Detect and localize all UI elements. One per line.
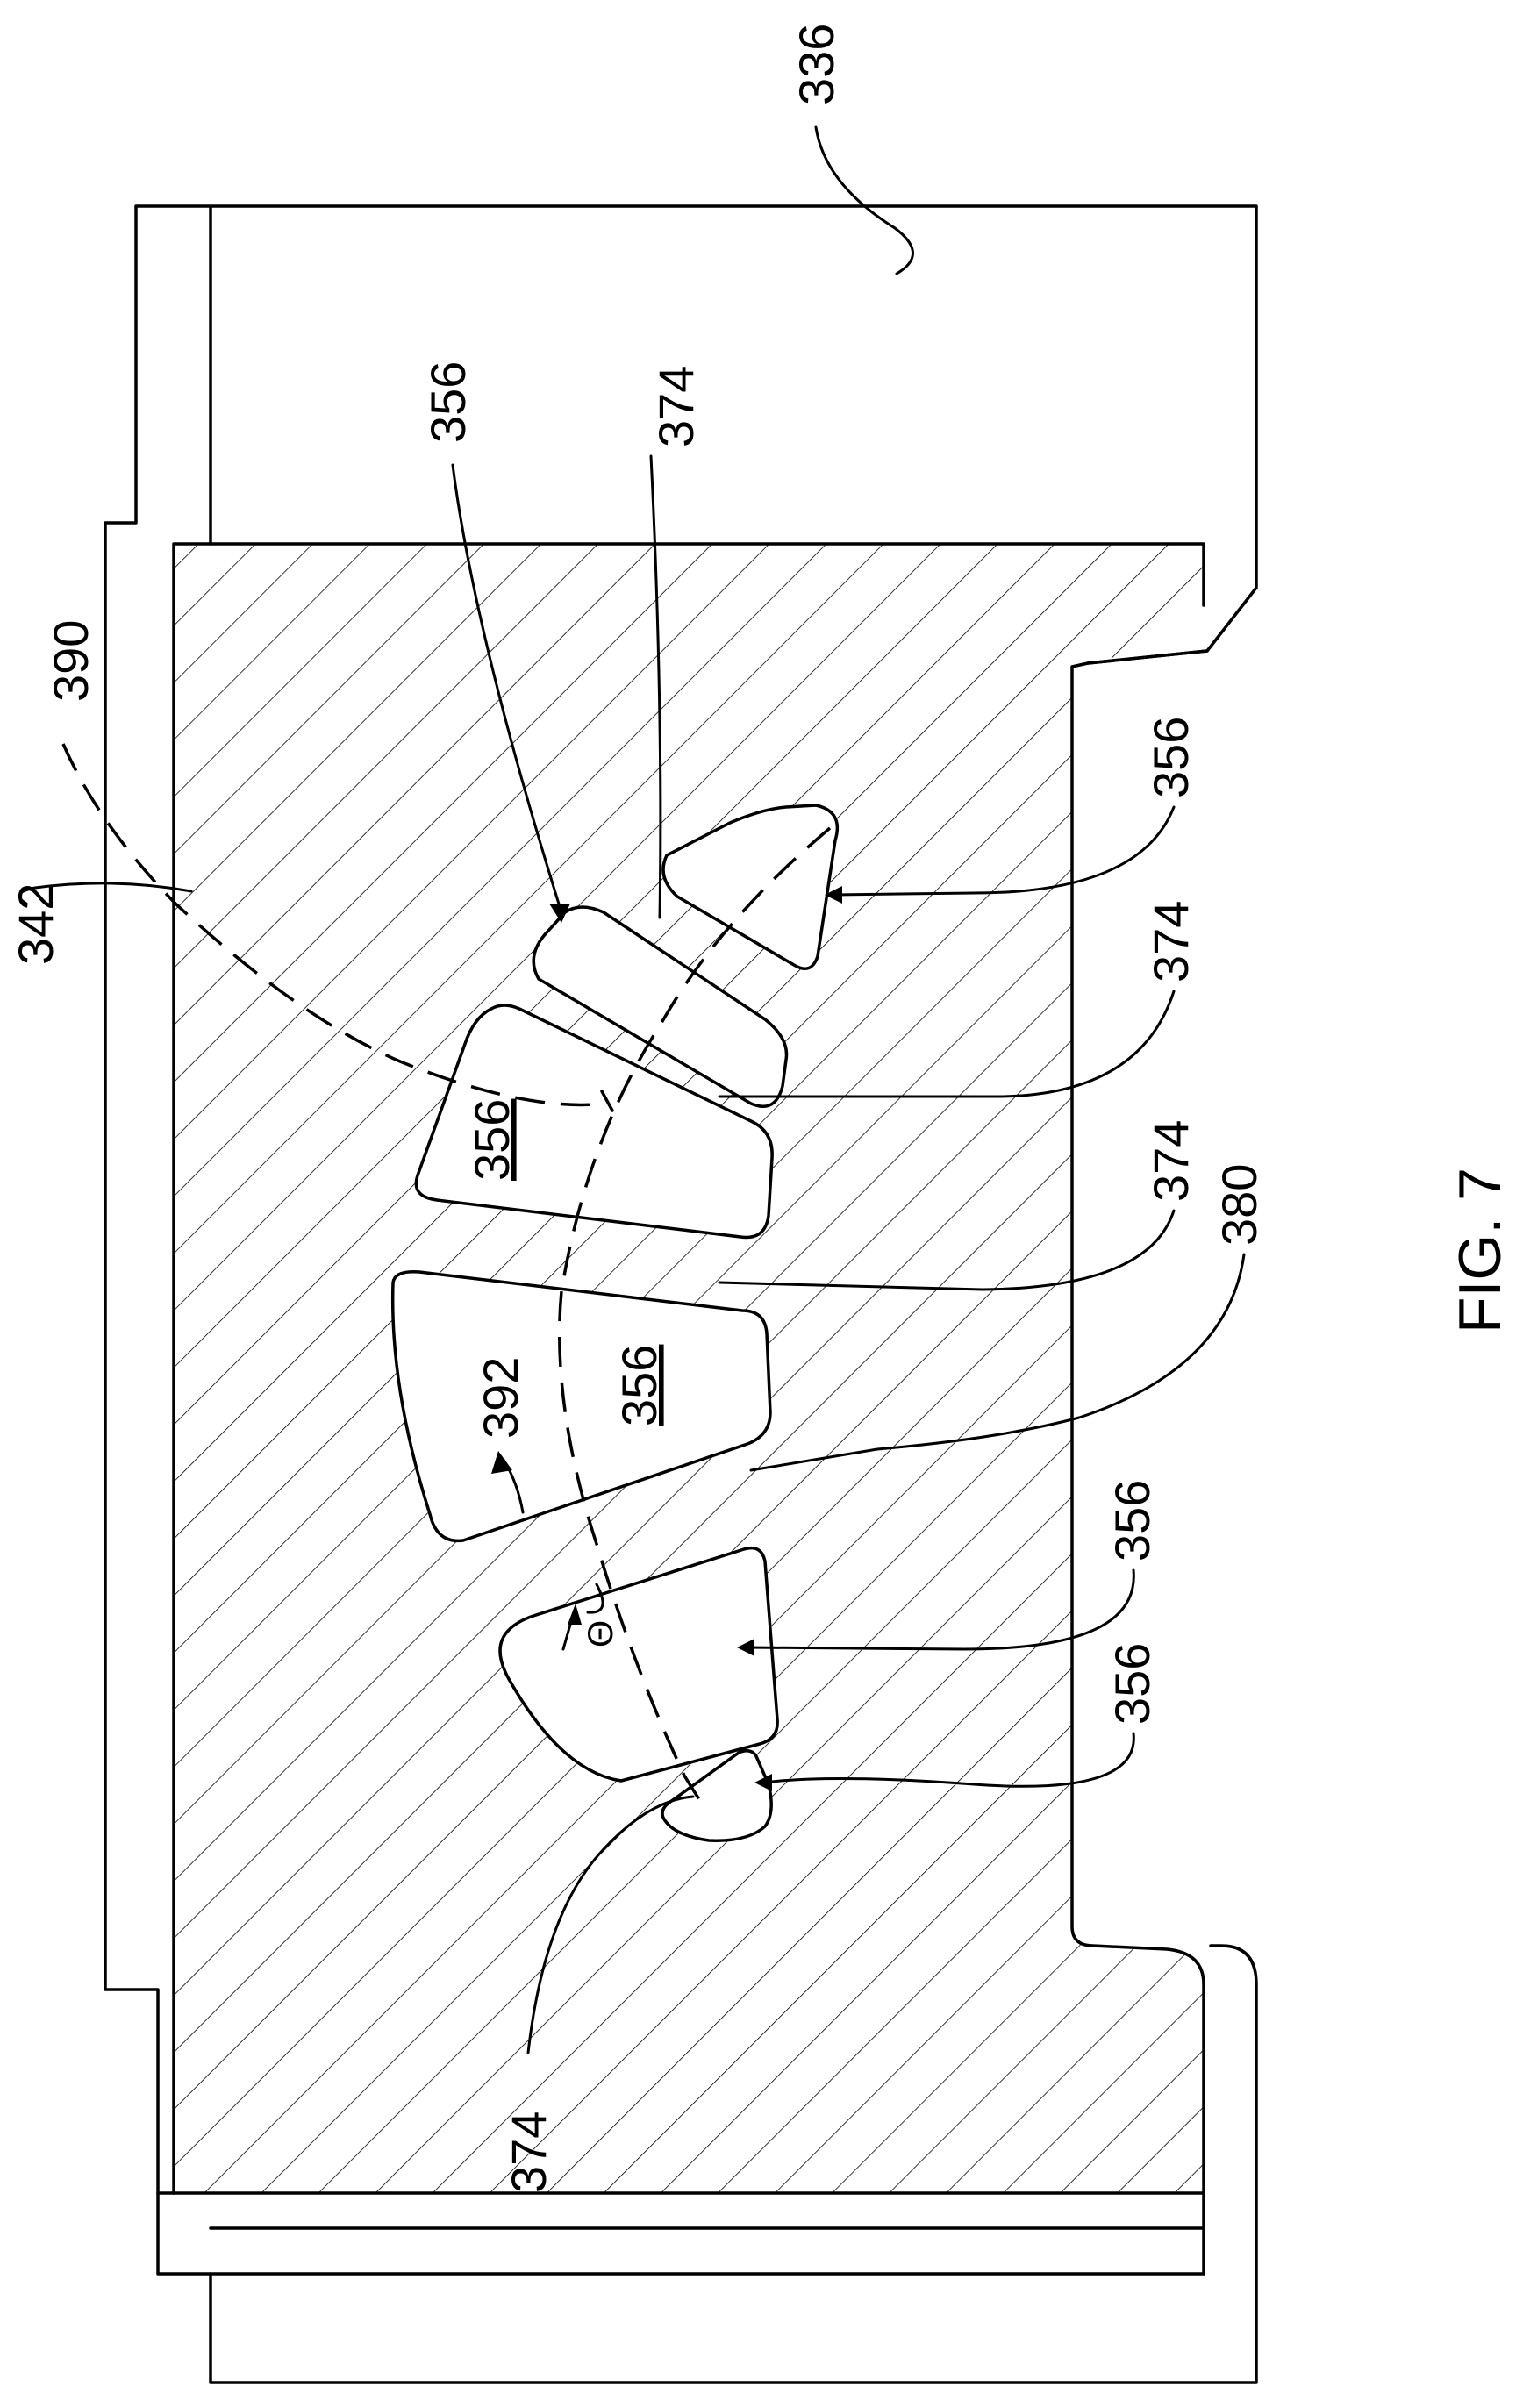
label-336: 336 bbox=[789, 24, 844, 105]
label-356-middle: 356 bbox=[464, 1099, 519, 1181]
label-374-mid: 374 bbox=[1143, 1120, 1198, 1202]
label-380: 380 bbox=[1212, 1164, 1267, 1246]
figure-caption: FIG. 7 bbox=[1447, 1168, 1513, 1333]
label-392: 392 bbox=[473, 1357, 528, 1439]
label-356-upper-right: 356 bbox=[1143, 717, 1198, 798]
label-356-center: 356 bbox=[611, 1345, 667, 1426]
label-342: 342 bbox=[8, 883, 63, 965]
label-356-lower: 356 bbox=[1105, 1480, 1160, 1561]
label-374-bottom: 374 bbox=[501, 2111, 556, 2193]
label-390: 390 bbox=[43, 620, 98, 702]
label-374-upper: 374 bbox=[648, 366, 704, 447]
theta-symbol: Θ bbox=[582, 1620, 620, 1647]
label-356-bottom: 356 bbox=[1105, 1643, 1160, 1725]
label-374-upper-mid: 374 bbox=[1143, 901, 1198, 982]
label-356-upper-left: 356 bbox=[420, 361, 475, 443]
